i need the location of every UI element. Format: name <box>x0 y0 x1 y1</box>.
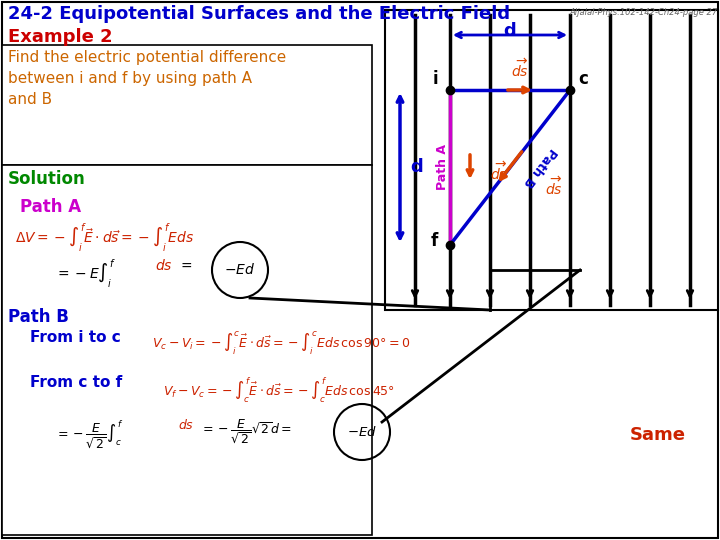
Text: Path B: Path B <box>521 145 559 190</box>
Text: $\Delta V = -\int_i^f \vec{E}\cdot d\vec{s} = -\int_i^f Eds$: $\Delta V = -\int_i^f \vec{E}\cdot d\vec… <box>15 222 194 254</box>
Text: $-Ed$: $-Ed$ <box>225 262 256 278</box>
Text: From i to c: From i to c <box>30 330 121 345</box>
Text: d: d <box>410 158 423 176</box>
Text: f: f <box>431 232 438 250</box>
Text: Example 2: Example 2 <box>8 28 112 46</box>
Text: Path B: Path B <box>8 308 69 326</box>
Text: Aljalal-Phys.102-142-Ch24-page 27: Aljalal-Phys.102-142-Ch24-page 27 <box>570 8 718 17</box>
Text: Find the electric potential difference
between i and f by using path A
and B: Find the electric potential difference b… <box>8 50 287 107</box>
Text: $= -\dfrac{E}{\sqrt{2}}\int_c^f$: $= -\dfrac{E}{\sqrt{2}}\int_c^f$ <box>55 418 123 450</box>
Text: $\overrightarrow{ds}$: $\overrightarrow{ds}$ <box>545 176 563 198</box>
Text: $V_f - V_c = -\int_c^f \vec{E}\cdot d\vec{s} = -\int_c^f Eds\,\cos 45°$: $V_f - V_c = -\int_c^f \vec{E}\cdot d\ve… <box>163 375 395 404</box>
Text: 24-2 Equipotential Surfaces and the Electric Field: 24-2 Equipotential Surfaces and the Elec… <box>8 5 510 23</box>
Text: Same: Same <box>630 426 686 444</box>
Text: $ds$: $ds$ <box>155 258 173 273</box>
Text: Solution: Solution <box>8 170 86 188</box>
Text: i: i <box>433 70 438 88</box>
Bar <box>2 165 372 535</box>
Text: d: d <box>503 22 516 40</box>
Text: Path A: Path A <box>20 198 81 216</box>
Text: $-Ed$: $-Ed$ <box>347 425 377 439</box>
Text: $ds$: $ds$ <box>178 418 194 432</box>
Text: $= -\dfrac{E}{\sqrt{2}}\sqrt{2}d =$: $= -\dfrac{E}{\sqrt{2}}\sqrt{2}d =$ <box>200 418 292 446</box>
Text: $\overrightarrow{ds}$: $\overrightarrow{ds}$ <box>511 57 529 80</box>
Text: $\overrightarrow{ds}$: $\overrightarrow{ds}$ <box>490 160 508 184</box>
Text: $= -E\int_i^f$: $= -E\int_i^f$ <box>55 258 117 291</box>
Text: From c to f: From c to f <box>30 375 122 390</box>
Text: Path A: Path A <box>436 144 449 190</box>
Bar <box>385 10 718 310</box>
Text: $=$: $=$ <box>178 258 193 272</box>
Text: $V_c - V_i = -\int_i^c \vec{E}\cdot d\vec{s} = -\int_i^c Eds\,\cos 90°= 0$: $V_c - V_i = -\int_i^c \vec{E}\cdot d\ve… <box>152 330 410 357</box>
Text: c: c <box>578 70 588 88</box>
Bar <box>2 45 372 165</box>
